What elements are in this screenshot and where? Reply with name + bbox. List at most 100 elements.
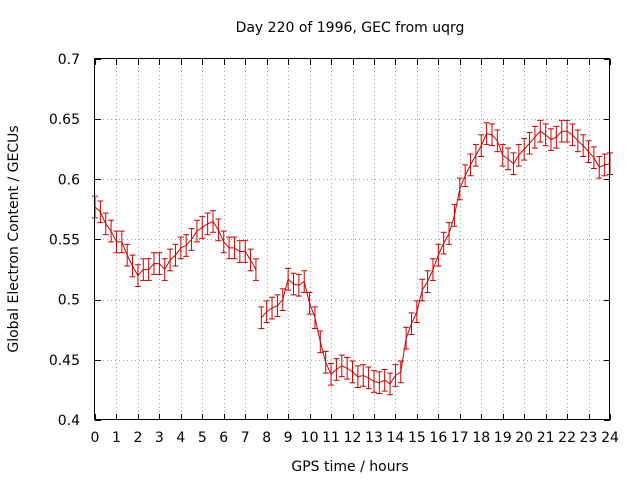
data-point-errorbar: [156, 252, 163, 275]
data-point-errorbar: [129, 254, 136, 278]
data-point-errorbar: [424, 270, 431, 293]
data-point-errorbar: [183, 234, 190, 257]
data-point-errorbar: [521, 137, 528, 161]
data-point-errorbar: [574, 129, 581, 153]
data-point-errorbar: [306, 291, 313, 315]
x-tick-label: 11: [322, 430, 340, 446]
x-tick-label: 1: [112, 430, 121, 446]
data-point-errorbar: [585, 140, 592, 163]
data-point-errorbar: [328, 362, 335, 386]
series-line: [260, 130, 611, 385]
data-point-errorbar: [451, 204, 458, 227]
y-tick-label: 0.65: [49, 112, 80, 128]
data-point-errorbar: [333, 358, 340, 381]
data-point-errorbar: [462, 164, 469, 188]
data-point-errorbar: [151, 252, 158, 275]
data-point-errorbar: [537, 119, 544, 143]
data-point-errorbar: [472, 143, 479, 167]
data-point-errorbar: [542, 123, 549, 147]
data-point-errorbar: [419, 278, 426, 302]
data-point-errorbar: [360, 364, 367, 387]
x-tick-label: 12: [344, 430, 362, 446]
data-point-errorbar: [317, 330, 324, 354]
data-point-errorbar: [499, 143, 506, 167]
y-tick-label: 0.7: [58, 52, 80, 68]
x-tick-label: 20: [515, 430, 533, 446]
data-point-errorbar: [279, 288, 286, 311]
x-tick-label: 4: [176, 430, 185, 446]
data-point-errorbar: [569, 123, 576, 147]
data-point-errorbar: [167, 248, 174, 272]
data-point-errorbar: [429, 258, 436, 281]
data-point-errorbar: [397, 360, 404, 384]
series-layer: [92, 119, 613, 396]
data-point-errorbar: [220, 230, 227, 254]
data-point-errorbar: [274, 294, 281, 318]
x-axis-label: GPS time / hours: [291, 459, 408, 475]
x-tick-label: 6: [219, 430, 228, 446]
x-tick-label: 0: [91, 430, 100, 446]
chart-title: Day 220 of 1996, GEC from uqrg: [236, 20, 465, 36]
grid: [95, 59, 610, 420]
data-point-errorbar: [97, 200, 104, 224]
data-point-errorbar: [494, 129, 501, 153]
data-point-errorbar: [564, 119, 571, 143]
data-point-errorbar: [515, 143, 522, 167]
x-tick-label: 24: [601, 430, 619, 446]
data-point-errorbar: [118, 230, 125, 254]
x-tick-label: 23: [580, 430, 598, 446]
x-tick-label: 10: [301, 430, 319, 446]
x-tick-label: 18: [472, 430, 490, 446]
data-point-errorbar: [590, 146, 597, 170]
data-point-errorbar: [188, 228, 195, 251]
data-point-errorbar: [392, 364, 399, 387]
x-tick-label: 21: [537, 430, 555, 446]
ticks: [95, 59, 611, 421]
data-point-errorbar: [177, 236, 184, 260]
x-tick-label: 16: [429, 430, 447, 446]
data-point-errorbar: [215, 218, 222, 242]
data-point-errorbar: [290, 272, 297, 296]
y-tick-label: 0.5: [58, 293, 80, 309]
x-tick-label: 3: [155, 430, 164, 446]
data-point-errorbar: [242, 240, 249, 263]
data-point-errorbar: [145, 258, 152, 281]
data-point-errorbar: [531, 125, 538, 149]
data-point-errorbar: [108, 219, 115, 243]
data-point-errorbar: [403, 326, 410, 350]
y-axis-label: Global Electron Content / GECUs: [6, 125, 22, 352]
data-point-errorbar: [580, 134, 587, 157]
data-point-errorbar: [322, 350, 329, 374]
y-tick-label: 0.4: [58, 413, 80, 429]
data-point-errorbar: [478, 134, 485, 157]
data-point-errorbar: [124, 243, 131, 267]
data-point-errorbar: [510, 152, 517, 176]
x-tick-labels: 0 1 2 3 4 5 6 7 8 9 10 11 12 13 14 15 16 17 18 19 20 21 22 23 24: [91, 430, 619, 446]
data-point-errorbar: [113, 230, 120, 254]
data-point-errorbar: [435, 243, 442, 267]
x-tick-label: 17: [451, 430, 469, 446]
data-point-errorbar: [483, 122, 490, 145]
data-point-errorbar: [344, 356, 351, 380]
data-point-errorbar: [204, 212, 211, 236]
data-point-errorbar: [134, 264, 141, 287]
data-point-errorbar: [488, 123, 495, 147]
x-tick-label: 22: [558, 430, 576, 446]
data-point-errorbar: [247, 248, 254, 272]
y-tick-label: 0.55: [49, 233, 80, 249]
data-point-errorbar: [161, 258, 168, 281]
data-point-errorbar: [226, 236, 233, 260]
data-point-errorbar: [467, 153, 474, 177]
data-point-errorbar: [285, 267, 292, 291]
y-tick-labels: 0.4 0.45 0.5 0.55 0.6 0.65 0.7: [49, 52, 80, 429]
data-point-errorbar: [102, 212, 109, 236]
x-tick-label: 7: [241, 430, 250, 446]
x-tick-label: 14: [387, 430, 405, 446]
data-point-errorbar: [193, 219, 200, 243]
data-point-errorbar: [505, 147, 512, 171]
y-tick-label: 0.45: [49, 353, 80, 369]
data-point-errorbar: [376, 371, 383, 395]
data-point-errorbar: [381, 368, 388, 392]
x-tick-label: 13: [365, 430, 383, 446]
data-point-errorbar: [413, 300, 420, 324]
